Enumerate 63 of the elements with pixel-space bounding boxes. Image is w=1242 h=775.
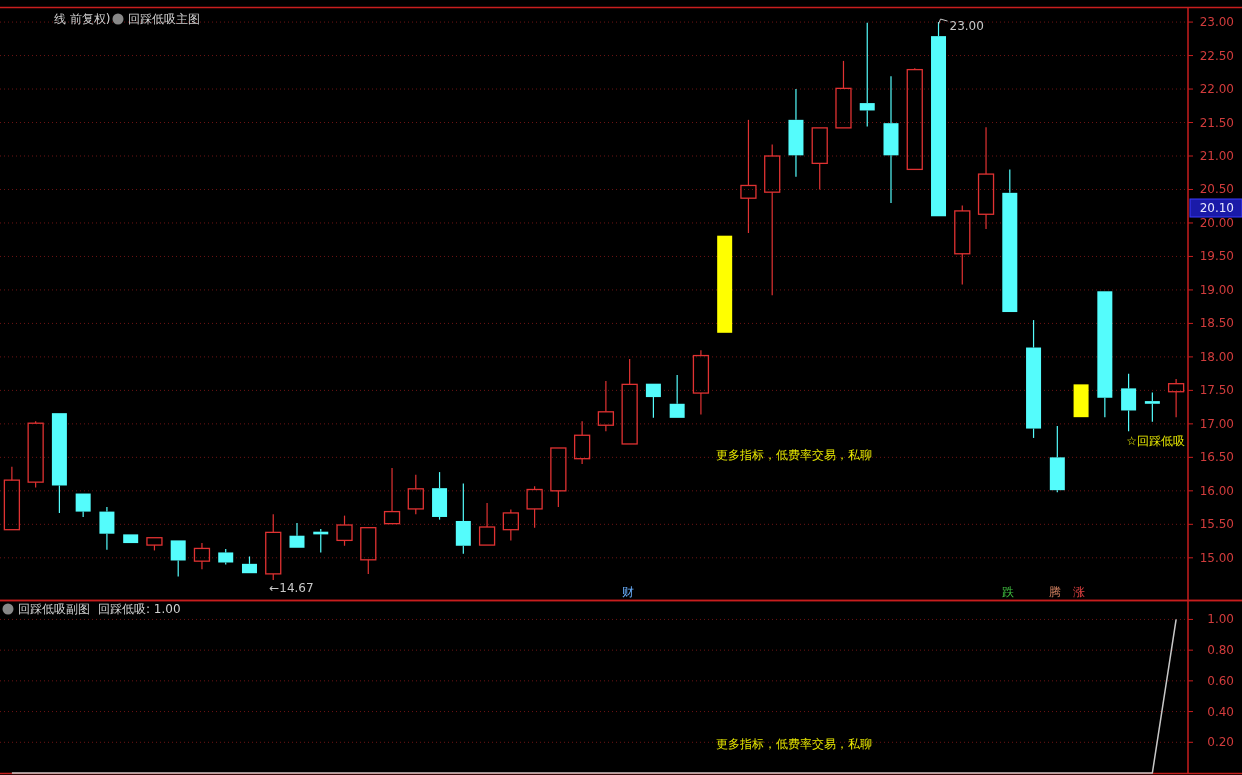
chart-subtitle: 线 前复权) [54, 12, 111, 26]
y-tick-label: 19.00 [1199, 282, 1234, 297]
annotation: 涨 [1073, 585, 1086, 599]
candlestick [717, 235, 733, 333]
candlestick [692, 349, 710, 416]
y-tick-label: 20.50 [1199, 182, 1234, 197]
candlestick [669, 374, 685, 418]
candlestick [193, 542, 211, 570]
candlestick [3, 466, 21, 531]
candlestick [1073, 384, 1089, 418]
annotation: 腾 [1049, 585, 1062, 599]
annotation: 更多指标，低费率交易，私聊 [716, 448, 872, 462]
annotation: ☆回踩低吸 [1126, 434, 1185, 449]
text: 20.10 [1199, 201, 1234, 215]
y-tick-label: 15.00 [1199, 550, 1234, 565]
y-tick-label: 0.80 [1207, 643, 1234, 658]
candlestick [740, 119, 757, 234]
annotation: 更多指标，低费率交易，私聊 [716, 737, 872, 751]
candlestick [51, 413, 67, 514]
candlestick [883, 75, 899, 204]
candlestick [1144, 391, 1160, 423]
annotation: 财 [621, 585, 634, 599]
y-tick-label: 0.40 [1207, 704, 1234, 719]
candlestick [123, 534, 139, 544]
annotation: 23.00 [949, 19, 984, 34]
y-tick-label: 21.50 [1199, 115, 1234, 130]
y-tick-label: 22.00 [1199, 82, 1234, 97]
y-tick-label: 16.50 [1199, 450, 1234, 465]
chart-title: 回踩低吸主图 [128, 12, 200, 26]
y-tick-label: 21.00 [1199, 149, 1234, 163]
candlestick [1167, 378, 1185, 418]
annotation: ←14.67 [269, 580, 314, 595]
candlestick [478, 502, 496, 546]
candlestick [1097, 291, 1113, 418]
candlestick [621, 358, 638, 445]
y-tick-label: 20.00 [1199, 215, 1234, 230]
candlestick [1049, 425, 1065, 493]
candlestick [1002, 168, 1018, 313]
chart-title: 回踩低吸副图 [18, 602, 90, 616]
chart-subtitle: 回踩低吸: 1.00 [98, 602, 181, 616]
y-tick-label: 17.00 [1199, 416, 1234, 431]
candlestick [383, 467, 401, 525]
candlestick [99, 506, 115, 551]
annotation: 跌 [1001, 585, 1014, 599]
y-tick-label: 0.20 [1207, 735, 1234, 750]
candlestick [289, 522, 305, 548]
candlestick [811, 127, 828, 191]
candlestick [597, 380, 615, 432]
y-tick-label: 1.00 [1207, 612, 1234, 627]
y-tick-label: 23.00 [1199, 15, 1234, 30]
y-tick-label: 17.50 [1199, 383, 1234, 398]
candlestick [977, 126, 995, 230]
y-tick-label: 16.00 [1199, 483, 1234, 498]
candlestick [573, 420, 591, 465]
candlestick [645, 383, 661, 419]
y-tick-label: 22.50 [1199, 48, 1234, 63]
y-tick-label: 18.50 [1199, 316, 1234, 331]
y-tick-label: 18.00 [1199, 349, 1234, 364]
y-tick-label: 0.60 [1207, 673, 1234, 688]
y-tick-label: 19.50 [1199, 249, 1234, 264]
candlestick [788, 88, 804, 178]
y-tick-label: 15.50 [1199, 517, 1234, 532]
candlestick [835, 60, 852, 129]
